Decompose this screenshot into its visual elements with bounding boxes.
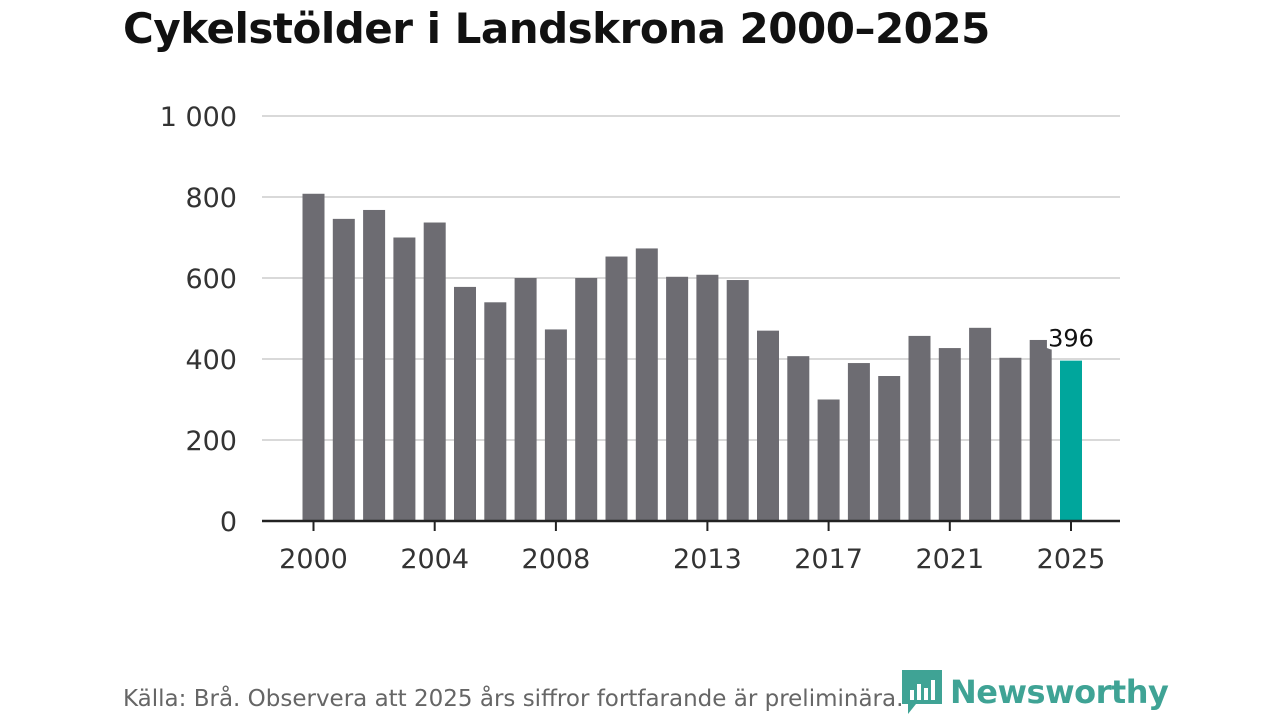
bar-2014[interactable] — [726, 280, 749, 521]
bar-2011[interactable] — [635, 248, 658, 521]
bar-2000[interactable] — [302, 193, 325, 521]
bar-2007[interactable] — [514, 278, 537, 521]
x-tick-label: 2013 — [673, 544, 742, 575]
bar-2022[interactable] — [969, 327, 992, 521]
bar-2002[interactable] — [363, 209, 386, 521]
bar-2015[interactable] — [757, 330, 779, 521]
newsworthy-logo-icon — [902, 670, 942, 714]
y-tick-label: 200 — [185, 426, 237, 457]
bar-2018[interactable] — [847, 363, 870, 521]
bar-2025[interactable] — [1060, 360, 1082, 521]
y-tick-label: 1 000 — [160, 102, 237, 133]
bar-2006[interactable] — [484, 302, 507, 521]
labels: 0 200 400 600 800 1 000 396 2000 2004 2008 2013 201… — [160, 102, 1106, 575]
bar-2009[interactable] — [575, 278, 598, 521]
bar-2020[interactable] — [908, 335, 931, 521]
y-tick-label: 0 — [220, 507, 237, 538]
chart-title: Cykelstölder i Landskrona 2000–2025 — [123, 4, 990, 53]
bars — [302, 193, 1082, 522]
x-tick-label: 2000 — [279, 544, 348, 575]
source-note: Källa: Brå. Observera att 2025 års siffr… — [123, 686, 904, 712]
x-tick-label: 2021 — [915, 544, 984, 575]
bar-2023[interactable] — [999, 357, 1022, 521]
bar-2004[interactable] — [423, 222, 446, 521]
bar-2021[interactable] — [938, 348, 961, 521]
x-tick-label: 2004 — [400, 544, 469, 575]
bar-2003[interactable] — [393, 237, 416, 522]
x-tick-label: 2025 — [1037, 544, 1106, 575]
bar-2017[interactable] — [817, 399, 840, 522]
axes — [262, 519, 1120, 531]
bar-2016[interactable] — [787, 356, 810, 521]
bar-2001[interactable] — [332, 218, 355, 521]
bar-2010[interactable] — [605, 256, 628, 521]
bar-2019[interactable] — [878, 376, 901, 521]
bar-2024[interactable] — [1029, 339, 1052, 521]
x-tick-label: 2017 — [794, 544, 863, 575]
y-tick-label: 400 — [185, 345, 237, 376]
x-tick-label: 2008 — [522, 544, 591, 575]
bar-2005[interactable] — [454, 286, 476, 521]
bar-2013[interactable] — [696, 274, 719, 521]
data-label-2025: 396 — [1048, 325, 1094, 353]
brand-logo[interactable]: Newsworthy — [902, 670, 1169, 714]
y-tick-label: 800 — [185, 183, 237, 214]
gridlines — [262, 115, 1120, 441]
y-tick-label: 600 — [185, 264, 237, 295]
bar-2012[interactable] — [666, 276, 689, 521]
bar-2008[interactable] — [544, 329, 567, 521]
brand-name: Newsworthy — [950, 673, 1169, 711]
